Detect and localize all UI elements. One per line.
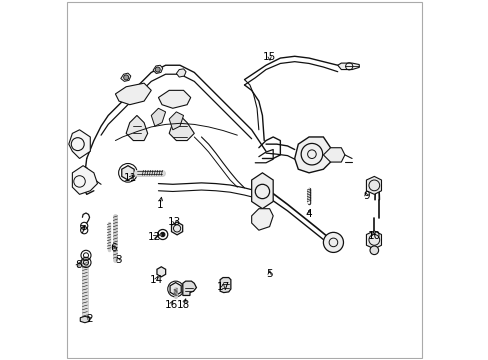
Text: 16: 16 bbox=[164, 300, 177, 310]
Polygon shape bbox=[170, 283, 181, 296]
Circle shape bbox=[160, 232, 164, 237]
Circle shape bbox=[155, 67, 160, 72]
Polygon shape bbox=[294, 137, 330, 173]
Circle shape bbox=[123, 75, 128, 80]
Circle shape bbox=[369, 246, 378, 255]
Text: 13: 13 bbox=[167, 217, 181, 227]
Polygon shape bbox=[183, 281, 196, 296]
Polygon shape bbox=[115, 83, 151, 105]
Text: 9: 9 bbox=[363, 191, 369, 201]
Text: 17: 17 bbox=[216, 282, 229, 292]
Text: 8: 8 bbox=[75, 260, 81, 270]
Polygon shape bbox=[337, 63, 359, 69]
Polygon shape bbox=[151, 108, 165, 126]
Polygon shape bbox=[126, 116, 147, 140]
Polygon shape bbox=[323, 148, 344, 162]
Polygon shape bbox=[251, 209, 273, 230]
Text: 18: 18 bbox=[177, 300, 190, 310]
Polygon shape bbox=[176, 69, 185, 77]
Polygon shape bbox=[366, 176, 381, 194]
Text: 6: 6 bbox=[110, 243, 117, 253]
Polygon shape bbox=[169, 116, 194, 140]
Circle shape bbox=[254, 184, 270, 199]
Polygon shape bbox=[72, 166, 97, 194]
Circle shape bbox=[323, 232, 343, 252]
Polygon shape bbox=[169, 112, 183, 130]
Text: 7: 7 bbox=[79, 225, 85, 235]
Text: 11: 11 bbox=[123, 173, 137, 183]
Polygon shape bbox=[171, 222, 183, 235]
Polygon shape bbox=[153, 65, 163, 73]
Text: 5: 5 bbox=[266, 269, 272, 279]
Text: 2: 2 bbox=[86, 314, 93, 324]
Text: 3: 3 bbox=[115, 255, 122, 265]
Polygon shape bbox=[80, 316, 89, 323]
Text: 14: 14 bbox=[149, 275, 163, 285]
Polygon shape bbox=[251, 173, 273, 209]
Polygon shape bbox=[122, 166, 134, 180]
Text: 15: 15 bbox=[263, 51, 276, 62]
Polygon shape bbox=[366, 231, 381, 249]
Polygon shape bbox=[69, 130, 90, 158]
Text: 4: 4 bbox=[305, 209, 312, 219]
Text: 1: 1 bbox=[157, 200, 163, 210]
Text: 12: 12 bbox=[148, 232, 161, 242]
Text: 10: 10 bbox=[367, 231, 380, 241]
Polygon shape bbox=[158, 90, 190, 108]
Polygon shape bbox=[220, 278, 230, 293]
Polygon shape bbox=[121, 73, 131, 81]
Polygon shape bbox=[157, 267, 165, 277]
